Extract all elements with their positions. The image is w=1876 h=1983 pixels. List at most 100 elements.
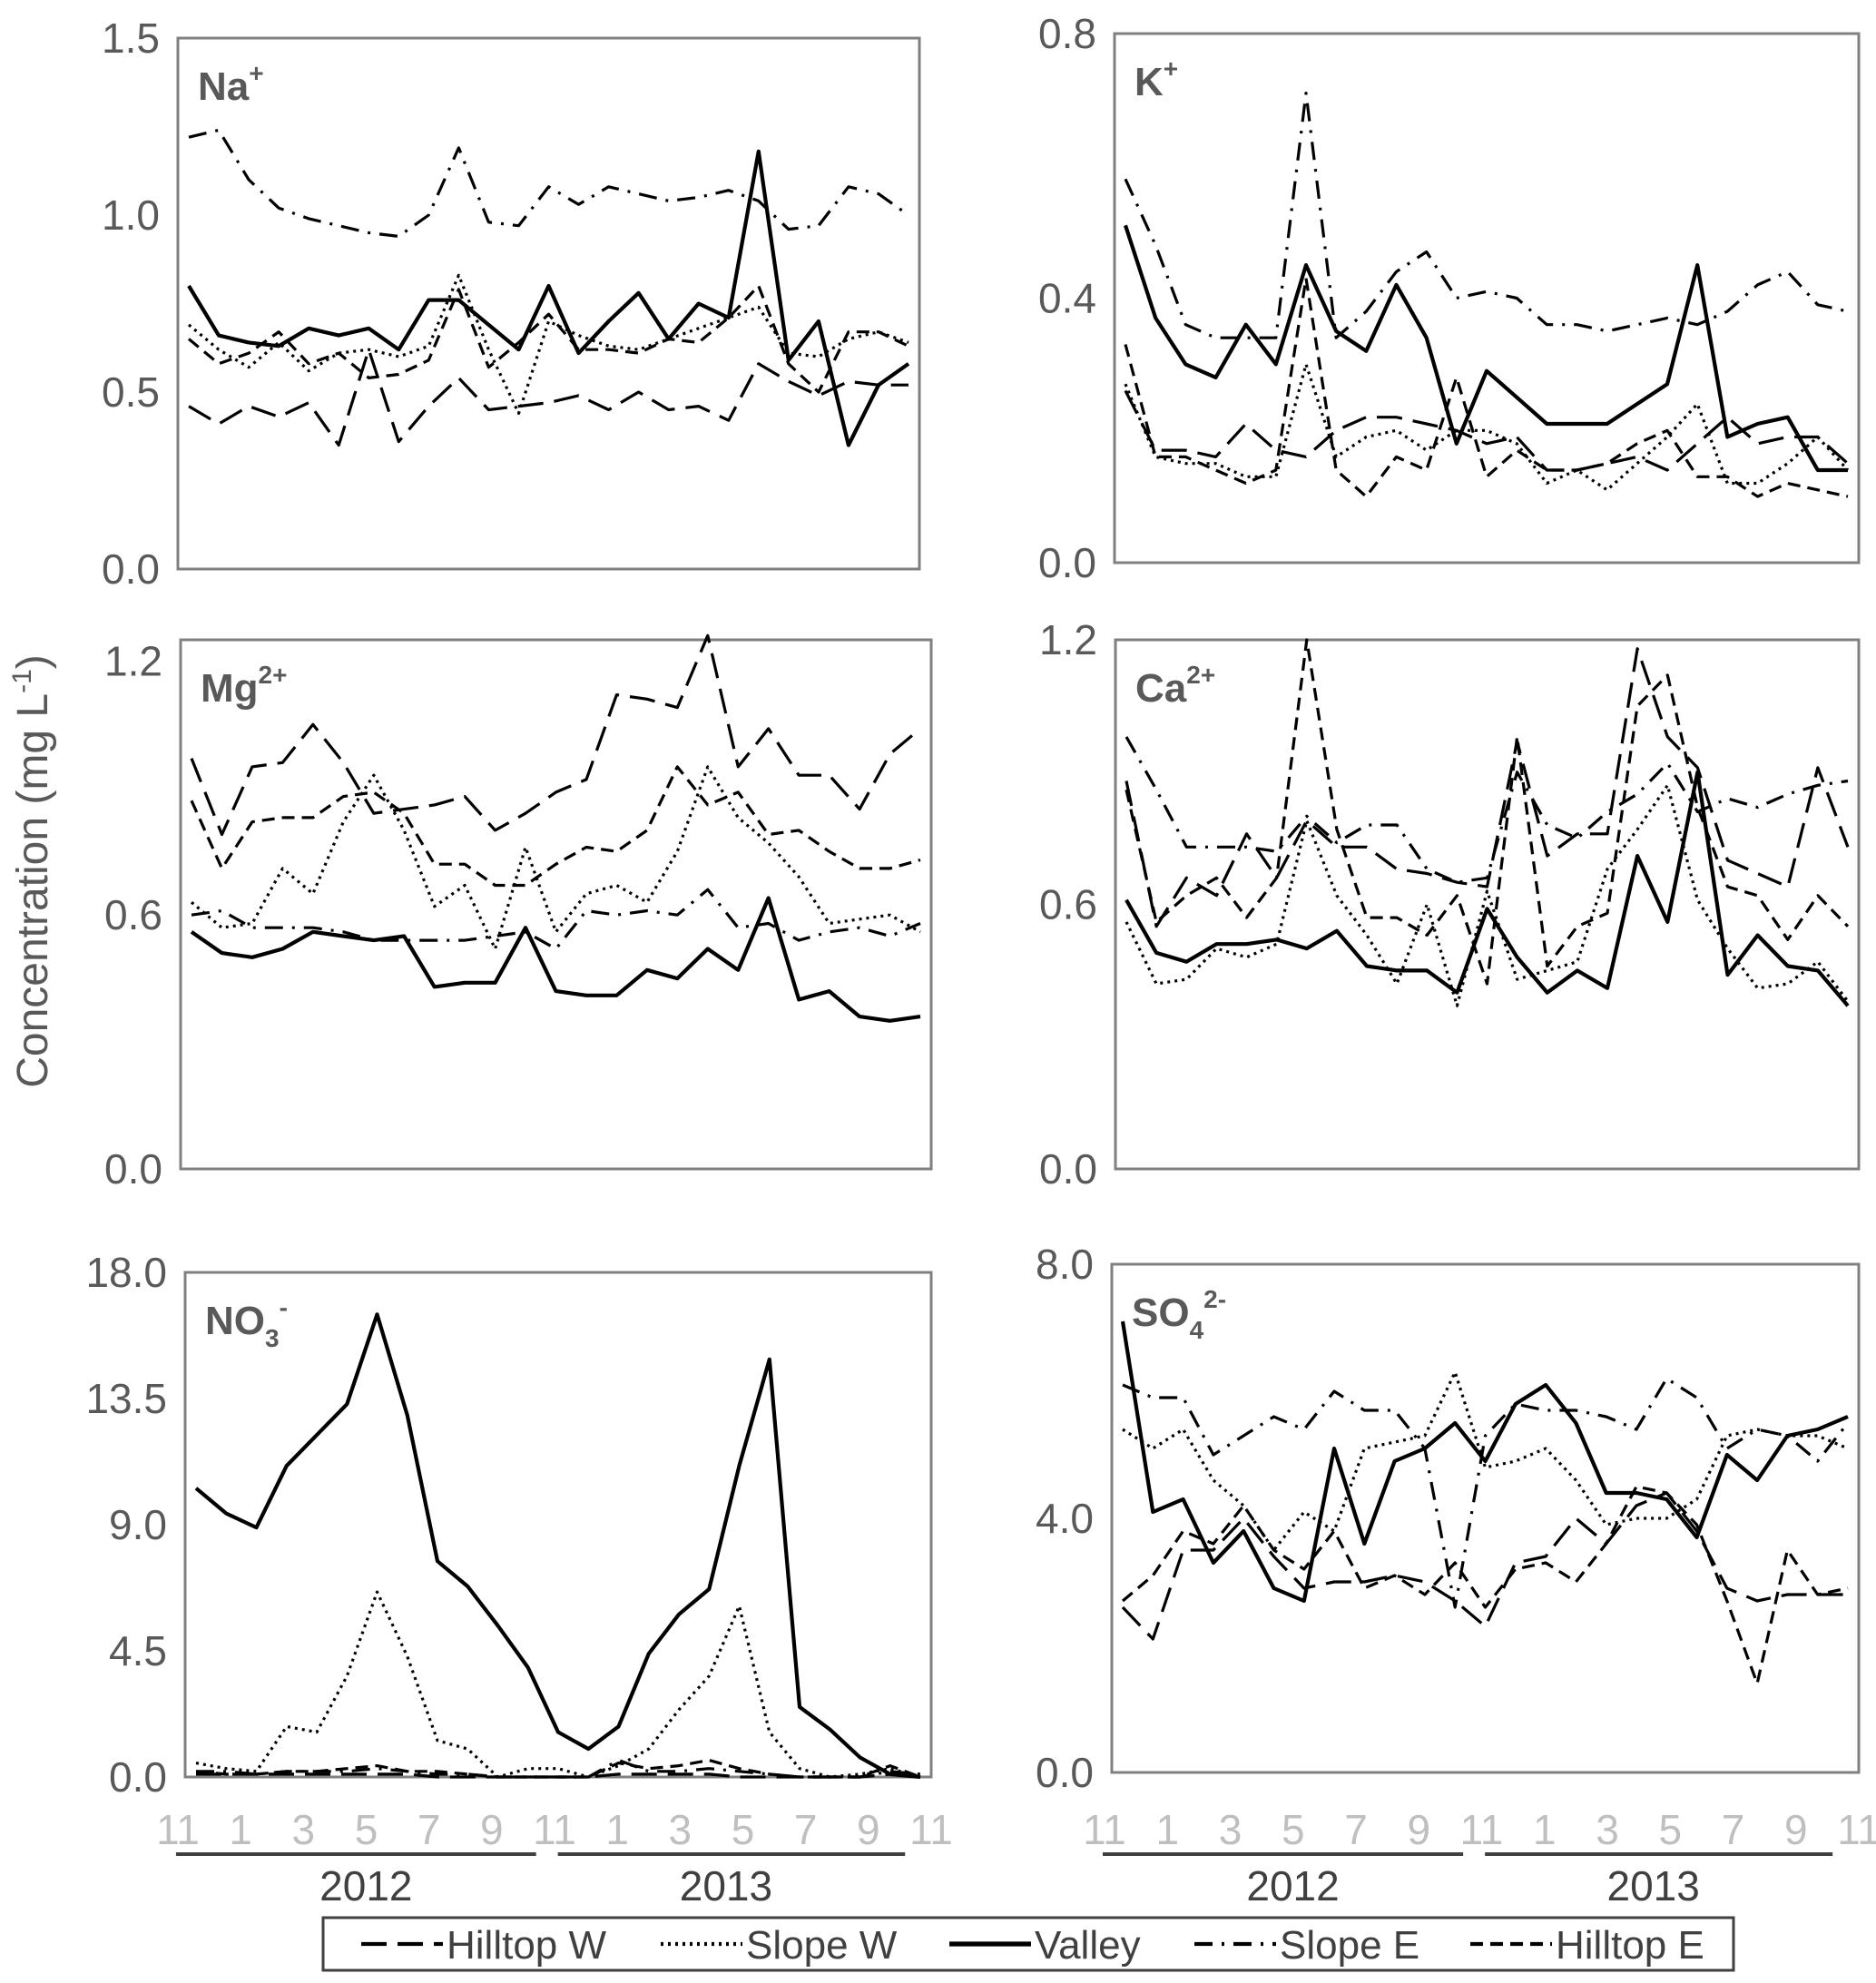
series-line-valley bbox=[1124, 224, 1848, 473]
panel-title-base: K bbox=[1134, 60, 1164, 104]
x-month-tick: 11 bbox=[1083, 1806, 1126, 1853]
series-line-hilltop-w bbox=[1121, 1491, 1848, 1641]
panel-title-base: NO bbox=[205, 1299, 265, 1343]
panel-so4: 0.0 4.0 8.0 SO4 2- bbox=[1036, 1241, 1861, 1796]
panel-title-sup: 2+ bbox=[1186, 661, 1215, 689]
x-month-tick: 9 bbox=[1784, 1806, 1808, 1853]
panel-frame bbox=[183, 1271, 933, 1779]
x-month-tick: 3 bbox=[1596, 1806, 1619, 1853]
series-line-hilltop-e bbox=[190, 765, 921, 888]
x-month-tick: 5 bbox=[732, 1806, 755, 1853]
panel-no3: 0.0 4.5 9.0 13.5 18.0 NO3- bbox=[85, 1249, 933, 1801]
x-month-tick: 5 bbox=[1282, 1806, 1305, 1853]
x-month-tick: 1 bbox=[1155, 1806, 1179, 1853]
y-tick-label: 0.0 bbox=[1039, 1145, 1097, 1193]
series-line-slope-e bbox=[1124, 91, 1849, 339]
panel-title-sup: + bbox=[249, 59, 263, 87]
panel-frame bbox=[1114, 638, 1861, 1171]
x-month-tick: 3 bbox=[292, 1806, 316, 1853]
panel-frame bbox=[1113, 32, 1861, 564]
x-month-tick: 11 bbox=[909, 1806, 953, 1853]
x-month-tick: 11 bbox=[1460, 1806, 1504, 1853]
x-month-tick: 1 bbox=[1533, 1806, 1557, 1853]
x-year-label: 2013 bbox=[1607, 1862, 1700, 1909]
x-month-tick: 3 bbox=[669, 1806, 692, 1853]
panel-ca: 0.0 0.6 1.2 Ca2+ bbox=[1039, 616, 1861, 1193]
x-year-label: 2012 bbox=[319, 1862, 412, 1909]
panel-frame bbox=[179, 638, 933, 1171]
legend-label: Slope E bbox=[1280, 1923, 1419, 1968]
x-month-tick: 1 bbox=[229, 1806, 252, 1853]
x-month-tick: 7 bbox=[1722, 1806, 1745, 1853]
y-tick-label: 0.5 bbox=[102, 368, 160, 416]
y-tick-label: 0.0 bbox=[1036, 1749, 1094, 1796]
y-tick-label: 0.0 bbox=[102, 545, 160, 593]
panel-title-sup: + bbox=[1164, 54, 1178, 83]
series-line-valley bbox=[187, 149, 910, 447]
panel-title: SO4 2- bbox=[1132, 1285, 1226, 1344]
legend: Hilltop W Slope W Valley Slope E Hilltop E bbox=[321, 1916, 1735, 1972]
x-month-tick: 7 bbox=[1344, 1806, 1368, 1853]
y-tick-label: 1.5 bbox=[102, 15, 160, 62]
y-tick-label: 1.0 bbox=[102, 191, 160, 239]
panel-title-base: SO bbox=[1132, 1291, 1190, 1335]
panel-title: Ca2+ bbox=[1135, 661, 1215, 711]
y-tick-label: 9.0 bbox=[109, 1501, 167, 1548]
legend-label: Hilltop W bbox=[447, 1923, 606, 1968]
y-tick-label: 0.0 bbox=[104, 1145, 162, 1193]
series-line-hilltop-e bbox=[1121, 1485, 1849, 1685]
series-line-slope-e bbox=[1122, 1377, 1850, 1609]
y-tick-label: 0.0 bbox=[109, 1753, 167, 1801]
x-month-tick: 3 bbox=[1219, 1806, 1242, 1853]
panel-title-base: Na bbox=[198, 64, 250, 109]
series-line-hilltop-w bbox=[1124, 389, 1850, 472]
legend-label: Hilltop E bbox=[1556, 1923, 1704, 1968]
y-tick-label: 13.5 bbox=[85, 1375, 167, 1422]
panel-title: Mg2+ bbox=[201, 661, 287, 711]
series-line-valley bbox=[1125, 770, 1850, 1007]
x-month-tick: 11 bbox=[156, 1806, 200, 1853]
y-axis-label: Concentration (mg L-1) bbox=[7, 654, 57, 1088]
series-line-hilltop-w bbox=[1125, 647, 1850, 928]
series-line-slope-w bbox=[187, 273, 909, 415]
legend-label: Valley bbox=[1035, 1923, 1141, 1968]
panel-title-base: Ca bbox=[1135, 666, 1187, 711]
series-line-slope-e bbox=[196, 1758, 921, 1779]
x-month-tick: 9 bbox=[857, 1806, 880, 1853]
series-line-hilltop-e bbox=[1125, 638, 1850, 986]
y-tick-label: 0.4 bbox=[1038, 275, 1096, 322]
series-line-slope-w bbox=[1125, 783, 1850, 1007]
y-tick-label: 0.6 bbox=[1039, 881, 1097, 928]
y-tick-label: 18.0 bbox=[85, 1249, 167, 1296]
legend-label: Slope W bbox=[746, 1923, 898, 1968]
panel-k: 0.0 0.4 0.8 K+ bbox=[1038, 10, 1861, 586]
panel-mg: 0.0 0.6 1.2 Mg2+ bbox=[104, 633, 933, 1193]
y-axis-label-main: Concentration (mg L bbox=[9, 693, 57, 1088]
y-tick-label: 4.5 bbox=[109, 1627, 167, 1674]
series-line-hilltop-e bbox=[1124, 277, 1849, 498]
panel-title-sub: 4 bbox=[1190, 1316, 1204, 1344]
y-tick-label: 1.2 bbox=[1039, 616, 1097, 663]
panel-title-sub: 3 bbox=[265, 1324, 280, 1352]
panel-title-sup: 2- bbox=[1203, 1285, 1226, 1313]
panel-title-base: Mg bbox=[201, 666, 259, 711]
y-tick-label: 0.8 bbox=[1038, 10, 1096, 57]
panel-frame bbox=[1110, 1262, 1861, 1774]
y-tick-label: 8.0 bbox=[1036, 1241, 1094, 1288]
x-month-tick: 11 bbox=[533, 1806, 576, 1853]
panel-title: K+ bbox=[1134, 54, 1178, 104]
x-month-tick: 5 bbox=[355, 1806, 378, 1853]
series-line-slope-w bbox=[195, 1590, 921, 1779]
x-month-tick: 11 bbox=[1837, 1806, 1876, 1853]
series-line-hilltop-w bbox=[190, 633, 922, 837]
y-tick-label: 0.0 bbox=[1038, 539, 1096, 586]
x-year-label: 2013 bbox=[680, 1862, 772, 1909]
series-line-hilltop-e bbox=[187, 284, 909, 394]
panel-title: NO3- bbox=[205, 1293, 288, 1352]
x-month-tick: 7 bbox=[417, 1806, 441, 1853]
panel-na: 0.0 0.5 1.0 1.5 Na+ bbox=[102, 15, 921, 593]
panels-group: 0.00.51.01.5Na+0.00.40.8K+0.00.61.2Mg2+0… bbox=[85, 10, 1861, 1801]
panel-title-sup: - bbox=[280, 1293, 288, 1321]
